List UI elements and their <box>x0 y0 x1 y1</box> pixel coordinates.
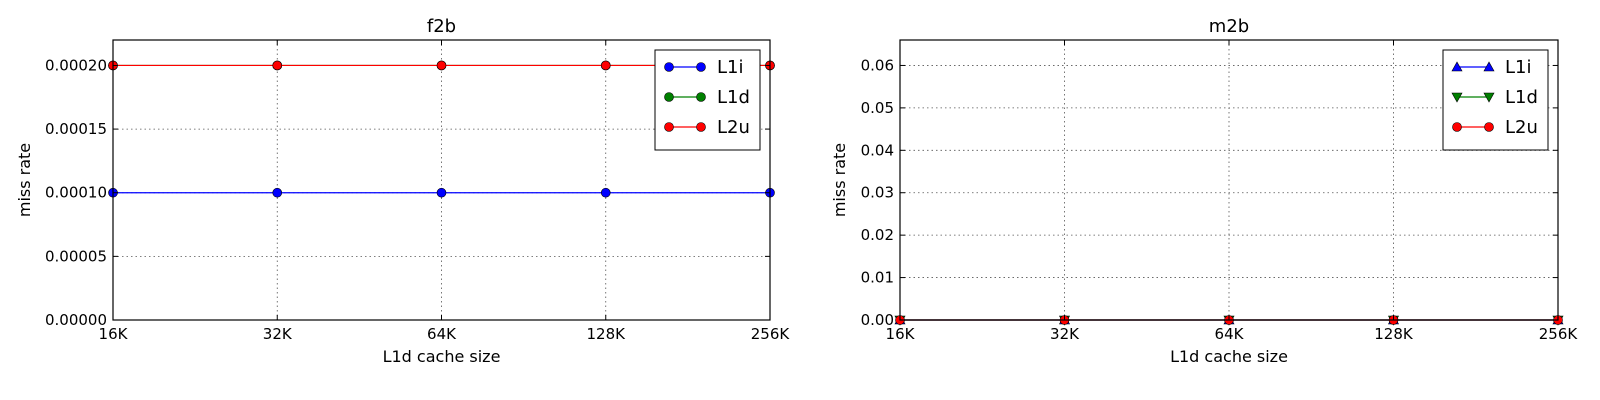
legend-label-L2u: L2u <box>1505 117 1538 138</box>
y-axis-label: miss rate <box>830 143 849 217</box>
legend-marker-L1d <box>696 92 706 102</box>
y-tick-label: 0.00015 <box>45 120 107 138</box>
x-tick-label: 128K <box>1374 325 1414 343</box>
data-point-L1i <box>600 187 611 198</box>
legend-marker-L2u <box>1452 122 1462 132</box>
legend-marker-L1i <box>1483 61 1495 72</box>
legend-marker-L1i <box>1451 61 1463 72</box>
y-axis-label: miss rate <box>15 143 34 217</box>
data-point-L1i <box>272 187 283 198</box>
y-tick-label: 0.00 <box>861 311 894 329</box>
x-tick-label: 32K <box>1050 325 1080 343</box>
y-tick-label: 0.00010 <box>45 184 107 202</box>
x-tick-label: 32K <box>263 325 293 343</box>
data-point-L2u <box>436 60 447 71</box>
legend-marker-L1d <box>664 92 674 102</box>
x-tick-label: 256K <box>751 325 791 343</box>
y-tick-label: 0.06 <box>861 56 894 74</box>
x-tick-label: 16K <box>99 325 129 343</box>
y-tick-label: 0.04 <box>861 141 894 159</box>
legend-label-L1i: L1i <box>1505 57 1531 78</box>
legend: L1i L1d L2u <box>654 49 761 151</box>
chart-title: f2b <box>427 16 456 37</box>
legend-label-L2u: L2u <box>717 117 750 138</box>
data-point-L2u <box>600 60 611 71</box>
y-tick-label: 0.03 <box>861 184 894 202</box>
x-tick-label: 64K <box>1215 325 1245 343</box>
data-point-L1i <box>436 187 447 198</box>
data-point-L2u <box>272 60 283 71</box>
legend-marker-L2u <box>1484 122 1494 132</box>
legend: L1i L1d L2u <box>1442 49 1549 151</box>
y-tick-label: 0.00000 <box>45 311 107 329</box>
legend-marker-L2u <box>696 122 706 132</box>
y-tick-label: 0.00005 <box>45 247 107 265</box>
legend-label-L1d: L1d <box>717 87 750 108</box>
legend-label-L1i: L1i <box>717 57 743 78</box>
legend-label-L1d: L1d <box>1505 87 1538 108</box>
legend-marker-L1i <box>664 62 674 72</box>
y-tick-label: 0.00020 <box>45 56 107 74</box>
y-tick-label: 0.05 <box>861 99 894 117</box>
x-tick-label: 128K <box>587 325 627 343</box>
x-axis-label: L1d cache size <box>1170 347 1288 366</box>
legend-marker-L2u <box>664 122 674 132</box>
legend-marker-L1d <box>1451 92 1463 103</box>
x-axis-label: L1d cache size <box>383 347 501 366</box>
x-tick-label: 64K <box>427 325 457 343</box>
y-tick-label: 0.01 <box>861 269 894 287</box>
subplot-0: 0.00000 0.00005 0.00010 0.00015 0.00020 16K 32… <box>15 16 790 366</box>
y-tick-label: 0.02 <box>861 226 894 244</box>
chart-title: m2b <box>1209 16 1249 37</box>
subplot-1: 0.00 0.01 0.02 0.03 0.04 0.05 0.06 16K 32K 64K 128… <box>830 16 1578 366</box>
legend-marker-L1i <box>696 62 706 72</box>
x-tick-label: 256K <box>1539 325 1579 343</box>
legend-marker-L1d <box>1483 92 1495 103</box>
x-tick-label: 16K <box>886 325 916 343</box>
